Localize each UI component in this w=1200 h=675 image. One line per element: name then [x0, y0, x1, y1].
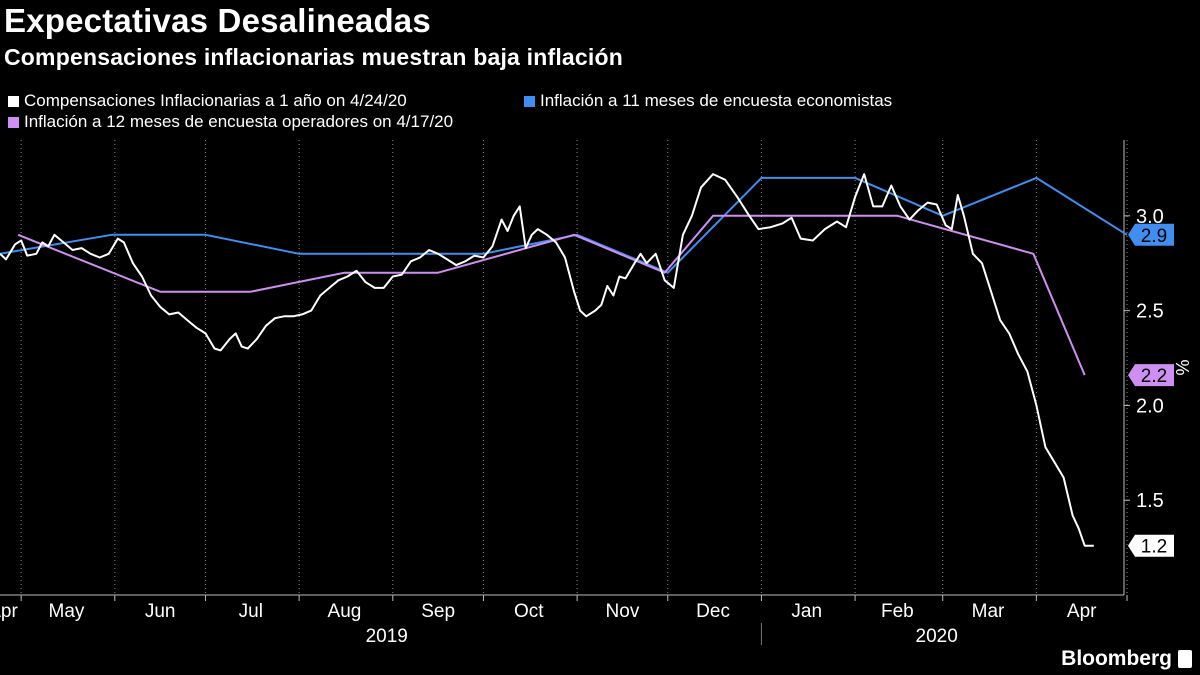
badge-label: 1.2 [1141, 537, 1167, 558]
y-axis-label: % [1172, 359, 1192, 375]
x-tick-label: Sep [421, 601, 455, 622]
x-tick-label: Nov [606, 601, 640, 622]
chart-subtitle: Compensaciones inflacionarias muestran b… [4, 44, 623, 70]
x-tick-label: Feb [881, 601, 914, 622]
badge-shape [1128, 534, 1174, 557]
badge-label: 2.9 [1141, 226, 1167, 247]
legend-swatch-purple [8, 116, 19, 128]
legend-item-economistas: Inflación a 11 meses de encuesta economi… [524, 91, 892, 111]
x-tick-label: Apr [0, 601, 18, 622]
chart-title: Expectativas Desalineadas [4, 2, 431, 39]
legend-swatch-blue [524, 95, 535, 107]
x-tick-label: May [49, 601, 85, 622]
last-value-badge: 1.2 [1128, 534, 1174, 558]
legend-label: Inflación a 11 meses de encuesta economi… [540, 91, 893, 110]
year-label: 2020 [916, 626, 958, 647]
badge-shape [1128, 364, 1174, 387]
last-value-badge: 2.2 [1128, 364, 1174, 387]
brand-name: Bloomberg [1061, 647, 1172, 670]
legend-item-compensaciones: Compensaciones Inflacionarias a 1 año on… [8, 91, 407, 111]
x-tick-label: Jul [239, 601, 263, 622]
series-line [17, 214, 1086, 376]
x-tick-label: Jun [145, 601, 176, 622]
x-tick-label: Aug [328, 601, 362, 622]
legend-swatch-white [8, 95, 19, 107]
legend-label: Inflación a 12 meses de encuesta operado… [24, 112, 454, 131]
last-value-badge: 2.9 [1128, 223, 1174, 247]
y-tick-label: 3.0 [1136, 206, 1164, 228]
x-tick-label: Apr [1067, 601, 1097, 622]
series-line [0, 173, 1094, 547]
legend-label: Compensaciones Inflacionarias a 1 año on… [24, 91, 407, 110]
x-tick-label: Dec [696, 601, 730, 622]
x-tick-label: Mar [972, 601, 1005, 622]
x-tick-label: Oct [514, 601, 544, 622]
brand: Bloomberg [1061, 647, 1192, 671]
badge-shape [1128, 223, 1174, 246]
year-label: 2019 [366, 626, 408, 647]
y-tick-label: 1.5 [1136, 490, 1164, 512]
y-tick-label: 2.5 [1136, 301, 1164, 323]
bloomberg-terminal-icon [1178, 650, 1192, 668]
series-line [0, 176, 1128, 274]
legend-item-operadores: Inflación a 12 meses de encuesta operado… [8, 112, 453, 132]
y-tick-label: 2.0 [1136, 395, 1164, 417]
x-tick-label: Jan [791, 601, 822, 622]
badge-label: 2.2 [1141, 366, 1167, 387]
